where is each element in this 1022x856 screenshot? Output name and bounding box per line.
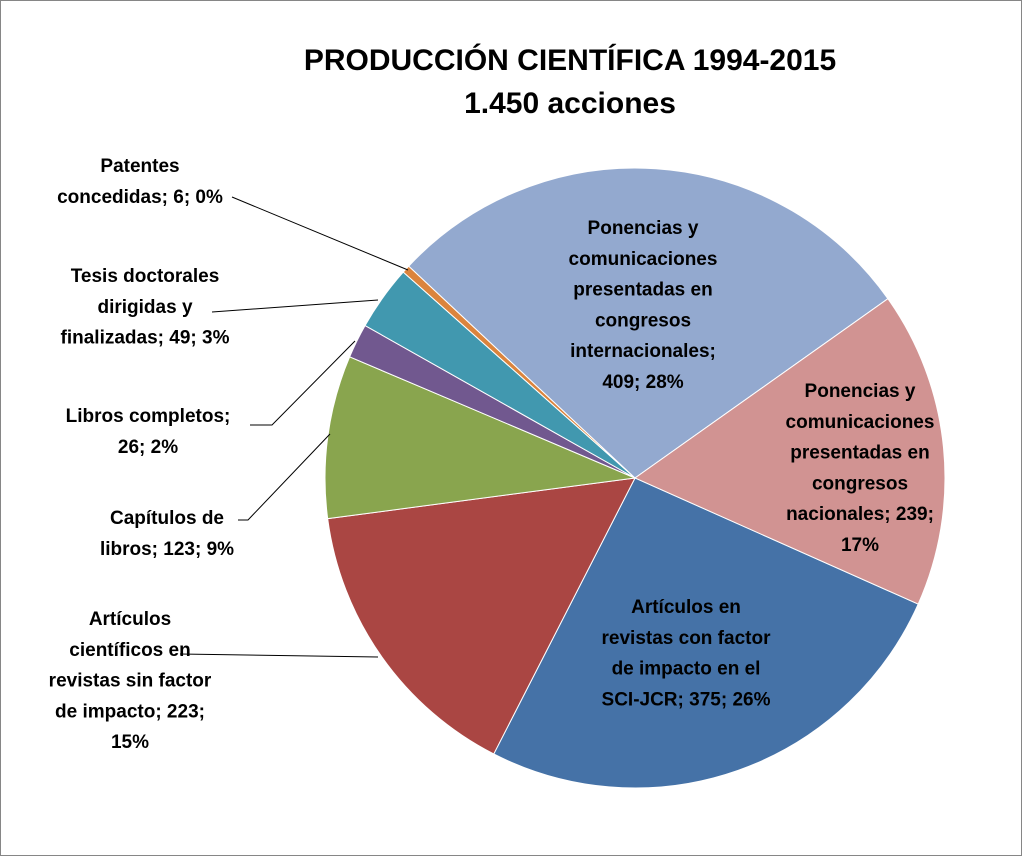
data-label-line: comunicaciones (786, 412, 935, 433)
data-label-line: Capítulos de (110, 508, 224, 529)
leader-line-2 (250, 340, 356, 426)
data-label-6: Ponencias y comunicaciones presentadas en c… (569, 218, 718, 393)
data-label-line: Artículos en (631, 597, 741, 618)
data-label-line: de impacto en el (612, 659, 761, 680)
data-label-line: presentadas en (790, 443, 929, 464)
data-label-line: Tesis doctorales (71, 266, 220, 287)
data-label-line: finalizadas; 49; 3% (61, 328, 230, 349)
chart-title: PRODUCCIÓN CIENTÍFICA 1994-2015 (304, 43, 836, 77)
pie-slice-7 (633, 297, 946, 605)
data-label-line: científicos en (69, 640, 190, 661)
data-label-5: Patentes concedidas; 6; 0% (57, 156, 223, 208)
data-label-line: revistas con factor (602, 628, 772, 649)
leader-line-4 (179, 653, 379, 658)
data-label-line: Artículos (89, 609, 171, 630)
data-label-line: Libros completos; (66, 406, 231, 427)
data-label-line: revistas sin factor (49, 671, 212, 692)
data-label-0: Artículos en revistas con factor de impact… (602, 597, 772, 710)
data-label-line: 17% (841, 535, 879, 556)
data-label-3: Libros completos; 26; 2% (66, 406, 231, 458)
data-label-line: congresos (595, 310, 691, 331)
leader-line-0 (231, 196, 409, 271)
data-label-line: presentadas en (573, 280, 712, 301)
data-label-line: 409; 28% (602, 372, 683, 393)
data-label-line: concedidas; 6; 0% (57, 187, 223, 208)
data-label-line: 26; 2% (118, 437, 178, 458)
data-label-line: SCI-JCR; 375; 26% (602, 689, 771, 710)
data-label-4: Tesis doctorales dirigidas y finalizadas; … (61, 266, 230, 349)
data-label-line: Ponencias y (588, 218, 699, 239)
pie-slice-1 (327, 477, 636, 755)
data-label-line: dirigidas y (97, 297, 192, 318)
data-label-line: nacionales; 239; (786, 504, 934, 525)
data-label-line: libros; 123; 9% (100, 539, 234, 560)
data-label-1: Artículos científicos en revistas sin fact… (49, 609, 212, 753)
pie-slice-0 (493, 477, 919, 789)
chart-subtitle: 1.450 acciones (464, 87, 676, 120)
data-label-line: comunicaciones (569, 249, 718, 270)
data-label-2: Capítulos de libros; 123; 9% (100, 508, 234, 560)
data-label-7: Ponencias y comunicaciones presentadas en c… (786, 381, 935, 556)
data-label-line: internacionales; (570, 341, 716, 362)
leader-line-3 (238, 433, 331, 521)
data-label-line: Ponencias y (805, 381, 916, 402)
data-label-line: 15% (111, 732, 149, 753)
data-label-line: Patentes (100, 156, 179, 177)
leader-line-1 (211, 299, 379, 313)
data-label-line: congresos (812, 473, 908, 494)
pie-slice-6 (408, 167, 889, 479)
data-label-line: de impacto; 223; (55, 701, 205, 722)
